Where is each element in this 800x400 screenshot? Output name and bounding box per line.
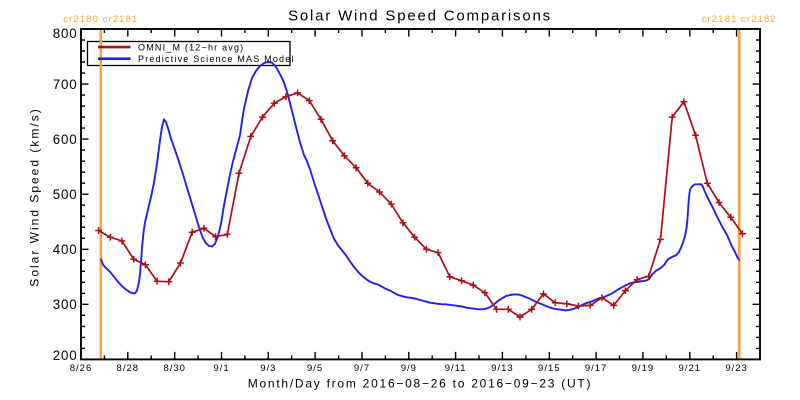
svg-text:9/23: 9/23: [725, 363, 748, 374]
svg-text:800: 800: [53, 26, 78, 41]
svg-text:500: 500: [53, 187, 78, 202]
svg-text:9/3: 9/3: [260, 363, 276, 374]
svg-text:9/7: 9/7: [354, 363, 370, 374]
svg-text:8/30: 8/30: [163, 363, 186, 374]
svg-text:9/17: 9/17: [585, 363, 608, 374]
svg-text:Month/Day from 2016−08−26 to 2: Month/Day from 2016−08−26 to 2016−09−23 …: [248, 377, 593, 391]
svg-text:8/26: 8/26: [70, 363, 93, 374]
svg-text:9/5: 9/5: [307, 363, 323, 374]
svg-text:600: 600: [53, 132, 78, 147]
svg-text:9/9: 9/9: [401, 363, 417, 374]
svg-text:9/21: 9/21: [679, 363, 702, 374]
svg-text:9/1: 9/1: [213, 363, 229, 374]
svg-text:9/15: 9/15: [538, 363, 561, 374]
svg-text:Predictive Science MAS Model: Predictive Science MAS Model: [138, 54, 295, 64]
svg-text:9/11: 9/11: [445, 363, 467, 374]
svg-text:200: 200: [53, 348, 78, 363]
svg-text:300: 300: [53, 297, 78, 312]
svg-text:Solar Wind Speed Comparisons: Solar Wind Speed Comparisons: [288, 7, 552, 24]
svg-text:cr2180 cr2181: cr2180 cr2181: [63, 14, 138, 25]
svg-text:OMNI_M (12−hr avg): OMNI_M (12−hr avg): [138, 42, 244, 52]
svg-text:Solar Wind Speed (km/s): Solar Wind Speed (km/s): [28, 107, 42, 286]
svg-text:cr2181 cr2182: cr2181 cr2182: [702, 14, 777, 25]
svg-text:9/13: 9/13: [491, 363, 514, 374]
svg-text:8/28: 8/28: [117, 363, 140, 374]
svg-text:9/19: 9/19: [632, 363, 655, 374]
svg-text:400: 400: [53, 242, 78, 257]
svg-text:700: 700: [53, 77, 78, 92]
